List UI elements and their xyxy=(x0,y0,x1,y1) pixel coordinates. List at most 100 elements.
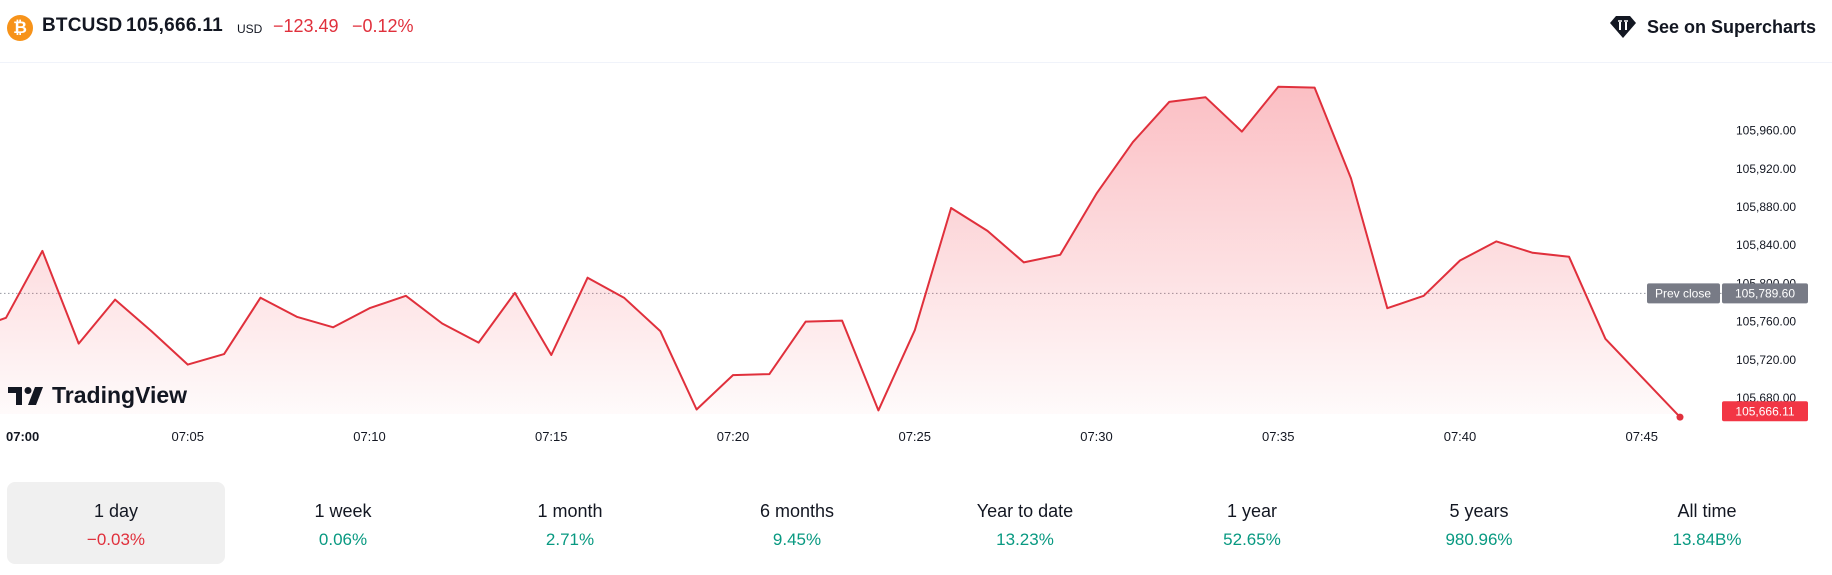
price-tick-label: 105,920.00 xyxy=(1736,162,1796,176)
price-point xyxy=(405,295,407,297)
period-label: All time xyxy=(1677,501,1737,521)
period-label: 1 week xyxy=(314,501,372,521)
time-tick-label: 07:40 xyxy=(1444,429,1477,444)
symbol-name[interactable]: BTCUSD xyxy=(42,15,123,36)
symbol-header: ₿ BTCUSD 105,666.11 USD −123.49 −0.12% S… xyxy=(0,0,1832,63)
time-tick-label: 07:45 xyxy=(1625,429,1658,444)
prev-close-tag xyxy=(1647,283,1720,304)
period-selector: 1 day −0.03% 1 week 0.06% 1 month 2.71% … xyxy=(0,482,1832,564)
price-change-percent: −0.12% xyxy=(352,16,414,36)
period-1-week[interactable]: 1 week 0.06% xyxy=(234,482,452,564)
period-6-months[interactable]: 6 months 9.45% xyxy=(688,482,906,564)
period-1-month[interactable]: 1 month 2.71% xyxy=(461,482,679,564)
period-year-to-date[interactable]: Year to date 13.23% xyxy=(916,482,1134,564)
last-price-tag xyxy=(1722,401,1808,422)
price-point xyxy=(114,298,116,301)
time-tick-label: 07:35 xyxy=(1262,429,1295,444)
price-point xyxy=(1059,253,1061,256)
price-point xyxy=(1168,101,1170,103)
prev-close-value-tag xyxy=(1722,283,1808,304)
price-point xyxy=(1531,252,1534,254)
price-point xyxy=(1568,255,1570,258)
price-point xyxy=(841,319,843,322)
price-point xyxy=(695,408,698,411)
currency-label: USD xyxy=(237,22,263,36)
price-point xyxy=(77,342,80,345)
period-change: 13.23% xyxy=(996,530,1054,549)
tradingview-logo-text: TradingView xyxy=(52,382,188,408)
price-point xyxy=(1386,307,1389,310)
time-tick-label: 07:10 xyxy=(353,429,386,444)
price-point xyxy=(368,307,371,310)
last-price-dot xyxy=(1676,413,1684,421)
tradingview-logo[interactable]: TradingView xyxy=(8,382,187,409)
price-point xyxy=(514,292,516,294)
price-point xyxy=(186,363,189,366)
price-point xyxy=(41,250,44,252)
price-point xyxy=(623,296,625,299)
price-tick-label: 105,720.00 xyxy=(1736,353,1796,367)
price-point xyxy=(1204,96,1207,98)
price-labels: Prev close 105,789.60 105,666.11 xyxy=(1647,283,1808,422)
price-point xyxy=(1241,130,1243,133)
price-point xyxy=(586,276,589,279)
price-point xyxy=(1604,337,1607,340)
price-point xyxy=(1459,259,1461,262)
period-label: 6 months xyxy=(759,501,835,521)
price-point xyxy=(296,316,298,318)
price-point xyxy=(877,409,880,412)
time-tick-label: 07:30 xyxy=(1080,429,1113,444)
price-point xyxy=(1313,86,1316,89)
tradingview-logo-icon xyxy=(8,386,43,405)
last-price: 105,666.11 xyxy=(126,15,224,36)
see-on-supercharts-label: See on Supercharts xyxy=(1646,16,1816,37)
period-label: 1 day xyxy=(93,501,139,521)
period-1-year[interactable]: 1 year 52.65% xyxy=(1143,482,1361,564)
period-label: 5 years xyxy=(1449,501,1509,521)
period-change: 0.06% xyxy=(318,530,368,549)
price-point xyxy=(1095,192,1098,195)
price-axis[interactable]: 105,680.00105,720.00105,760.00105,800.00… xyxy=(1736,124,1796,405)
price-point xyxy=(986,230,989,232)
time-tick-label: 07:20 xyxy=(717,429,750,444)
prev-close-label: Prev close xyxy=(1655,286,1711,300)
price-point xyxy=(1277,85,1280,88)
price-point xyxy=(659,330,662,332)
price-tick-label: 105,840.00 xyxy=(1736,238,1796,252)
price-point xyxy=(950,207,952,209)
price-point xyxy=(223,353,225,355)
price-point xyxy=(477,341,480,344)
period-label: 1 month xyxy=(537,501,603,521)
price-chart[interactable]: 105,680.00105,720.00105,760.00105,800.00… xyxy=(0,62,1832,462)
bitcoin-logo-icon: ₿ xyxy=(7,15,33,41)
price-point xyxy=(550,354,553,356)
price-tick-label: 105,760.00 xyxy=(1736,315,1796,329)
period-all-time[interactable]: All time 13.84B% xyxy=(1598,482,1816,564)
price-point xyxy=(768,373,771,375)
price-point xyxy=(1023,261,1025,264)
time-tick-label: 07:15 xyxy=(535,429,568,444)
period-change: −0.03% xyxy=(86,530,146,549)
tradingview-gem-icon xyxy=(1609,16,1636,38)
price-point xyxy=(732,374,734,376)
see-on-supercharts-button[interactable]: See on Supercharts xyxy=(1609,12,1816,42)
period-label: Year to date xyxy=(976,501,1074,521)
price-point xyxy=(913,329,916,331)
price-point xyxy=(1422,295,1425,297)
time-tick-label: 07:00 xyxy=(6,429,39,444)
period-change: 2.71% xyxy=(545,530,595,549)
period-5-years[interactable]: 5 years 980.96% xyxy=(1370,482,1588,564)
time-tick-label: 07:05 xyxy=(171,429,204,444)
price-point xyxy=(150,330,153,332)
price-point xyxy=(1132,141,1134,143)
time-tick-label: 07:25 xyxy=(898,429,931,444)
price-point xyxy=(1495,240,1498,243)
price-tick-label: 105,960.00 xyxy=(1736,124,1796,138)
price-points xyxy=(5,85,1681,418)
time-axis[interactable]: 07:00 07:05 07:10 07:15 07:20 07:25 07:30 07:35… xyxy=(6,429,1658,444)
prev-close-value: 105,789.60 xyxy=(1735,286,1795,300)
period-change: 980.96% xyxy=(1445,530,1513,549)
period-1-day[interactable]: 1 day −0.03% xyxy=(7,482,225,564)
period-label: 1 year xyxy=(1226,501,1278,521)
price-point xyxy=(332,326,334,329)
